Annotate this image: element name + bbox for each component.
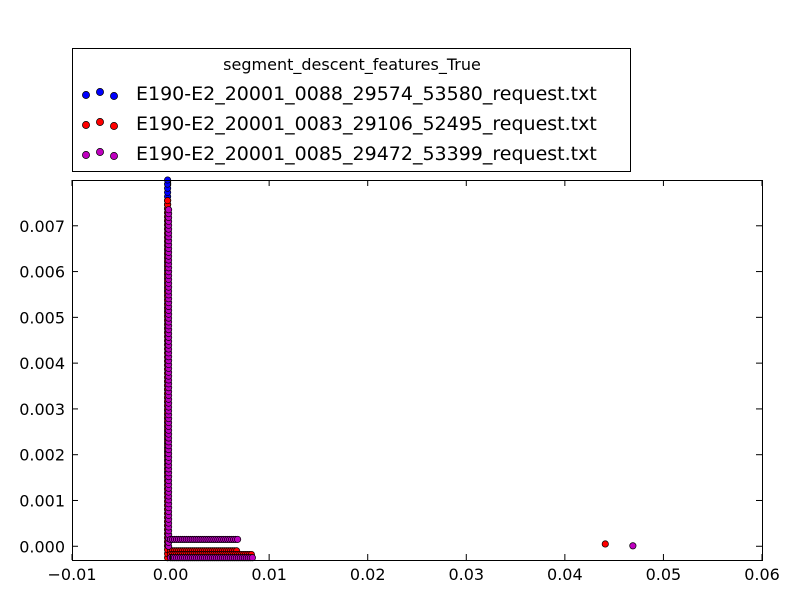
series-3-point (248, 554, 256, 562)
legend-entry-label: E190-E2_20001_0085_29472_53399_request.t… (136, 143, 597, 165)
legend-marker (82, 151, 90, 159)
legend-marker (96, 118, 104, 126)
series-3-outlier-point (629, 542, 637, 550)
points-layer (164, 176, 637, 562)
x-tick-label: 0.02 (350, 565, 386, 584)
series-2-outlier-point (601, 540, 609, 548)
legend-title: segment_descent_features_True (223, 55, 481, 75)
series-3-point (234, 535, 242, 543)
x-tick-label: 0.00 (153, 565, 189, 584)
legend-entry-label: E190-E2_20001_0083_29106_52495_request.t… (136, 113, 597, 135)
legend-marker (110, 152, 118, 160)
legend-entries: E190-E2_20001_0088_29574_53580_request.t… (82, 83, 597, 165)
y-tick-label: 0.006 (19, 263, 65, 282)
y-tick-label: 0.005 (19, 308, 65, 327)
x-tick-label: 0.05 (646, 565, 682, 584)
legend-marker (110, 122, 118, 130)
y-tick-label: 0.004 (19, 354, 65, 373)
legend-marker (96, 88, 104, 96)
y-tick-label: 0.007 (19, 217, 65, 236)
legend-entry-label: E190-E2_20001_0088_29574_53580_request.t… (136, 83, 597, 105)
x-tick-label: 0.01 (251, 565, 287, 584)
legend-marker (82, 91, 90, 99)
legend-box (72, 48, 631, 172)
y-tick-label: 0.000 (19, 537, 65, 556)
y-tick-label: 0.003 (19, 400, 65, 419)
x-tick-label: 0.04 (547, 565, 583, 584)
x-tick-label: 0.06 (744, 565, 780, 584)
y-tick-label: 0.001 (19, 491, 65, 510)
series-2-point (164, 197, 172, 205)
series-3-point (165, 206, 173, 214)
legend-marker (96, 148, 104, 156)
legend: segment_descent_features_True E190-E2_20… (72, 48, 631, 172)
legend-marker (82, 121, 90, 129)
legend-marker (110, 92, 118, 100)
x-tick-label: −0.01 (47, 565, 96, 584)
y-tick-label: 0.002 (19, 446, 65, 465)
ticks-layer: −0.01 0.00 0.01 0.02 0.03 0.04 0.05 0.06 0.000 0.… (19, 180, 780, 584)
plot-frame (72, 180, 763, 561)
x-tick-label: 0.03 (448, 565, 484, 584)
